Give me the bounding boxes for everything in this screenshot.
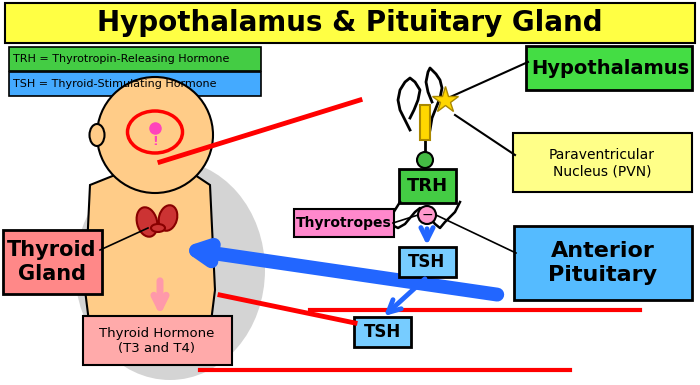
- Ellipse shape: [151, 224, 165, 232]
- Text: Anterior
Pituitary: Anterior Pituitary: [548, 241, 657, 285]
- Text: Paraventricular
Nucleus (PVN): Paraventricular Nucleus (PVN): [549, 148, 655, 178]
- FancyBboxPatch shape: [526, 46, 692, 90]
- FancyBboxPatch shape: [5, 3, 695, 43]
- Ellipse shape: [159, 205, 177, 231]
- Text: TSH = Thyroid-Stimulating Hormone: TSH = Thyroid-Stimulating Hormone: [13, 79, 216, 89]
- Text: Hypothalamus & Pituitary Gland: Hypothalamus & Pituitary Gland: [97, 9, 603, 37]
- Polygon shape: [85, 168, 215, 330]
- Text: Hypothalamus: Hypothalamus: [531, 59, 689, 77]
- FancyBboxPatch shape: [9, 47, 261, 71]
- Text: TRH = Thyrotropin-Releasing Hormone: TRH = Thyrotropin-Releasing Hormone: [13, 54, 230, 64]
- FancyBboxPatch shape: [354, 317, 411, 347]
- Ellipse shape: [136, 207, 158, 237]
- FancyArrowPatch shape: [196, 245, 497, 295]
- FancyBboxPatch shape: [294, 209, 394, 237]
- FancyBboxPatch shape: [83, 316, 232, 365]
- Ellipse shape: [90, 124, 104, 146]
- FancyBboxPatch shape: [399, 247, 456, 277]
- Circle shape: [97, 77, 213, 193]
- FancyBboxPatch shape: [399, 169, 456, 203]
- Text: TSH: TSH: [363, 323, 400, 341]
- Text: Thyroid
Gland: Thyroid Gland: [7, 240, 97, 284]
- FancyBboxPatch shape: [9, 72, 261, 96]
- Circle shape: [417, 152, 433, 168]
- Circle shape: [418, 206, 436, 224]
- Text: Thyroid Hormone
(T3 and T4): Thyroid Hormone (T3 and T4): [99, 327, 215, 355]
- FancyBboxPatch shape: [513, 133, 692, 192]
- FancyBboxPatch shape: [3, 230, 102, 294]
- Ellipse shape: [75, 160, 265, 380]
- Text: TRH: TRH: [407, 177, 447, 195]
- Text: Thyrotropes: Thyrotropes: [296, 216, 392, 230]
- FancyBboxPatch shape: [514, 226, 692, 300]
- FancyBboxPatch shape: [420, 105, 430, 140]
- Text: TSH: TSH: [408, 253, 446, 271]
- Text: !: !: [152, 135, 158, 148]
- Text: −: −: [421, 208, 433, 222]
